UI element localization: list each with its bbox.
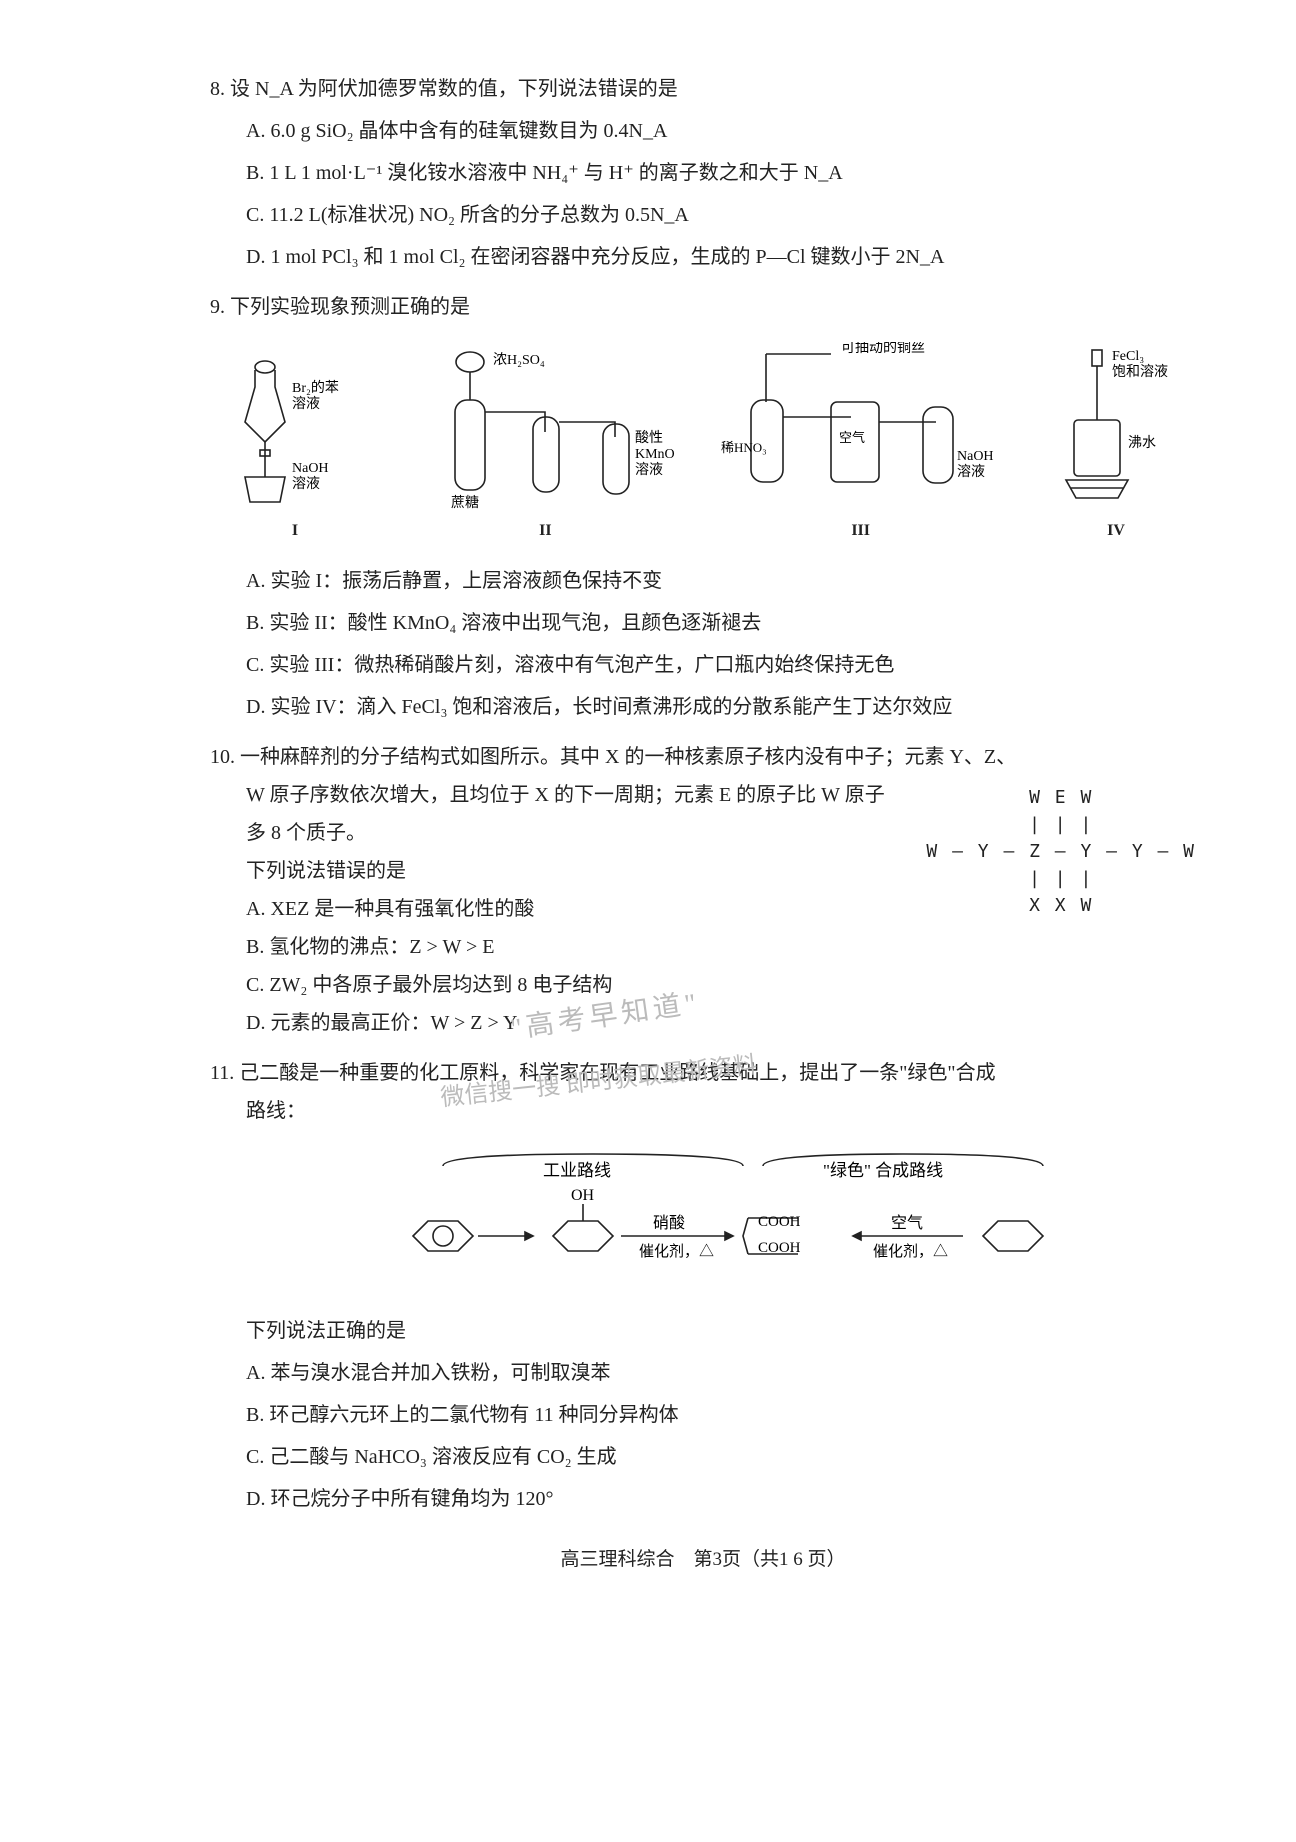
page-footer: 高三理科综合 第3页（共1 6 页）: [210, 1542, 1196, 1578]
q10-opt-b: B. 氢化物的沸点：Z > W > E: [246, 928, 1196, 966]
lbl: FeCl₃: [1112, 349, 1144, 364]
q11-stem1: 11. 己二酸是一种重要的化工原料，科学家在现有工业路线基础上，提出了一条"绿色…: [210, 1054, 1196, 1092]
question-9: 9. 下列实验现象预测正确的是 Br₂的苯 溶液 NaOH 溶液 I: [210, 288, 1196, 726]
bottles-icon: 可抽动的铜丝 稀HNO₃ 空气 NaOH 溶液: [721, 342, 1001, 512]
diagram-3: 可抽动的铜丝 稀HNO₃ 空气 NaOH 溶液 III: [721, 342, 1001, 546]
struct-l3: W — Y — Z — Y — Y — W: [926, 838, 1196, 865]
lbl: 蔗糖: [451, 495, 479, 511]
lbl: 溶液: [635, 462, 663, 478]
lbl: 溶液: [957, 464, 985, 480]
lbl: 溶液: [292, 476, 320, 492]
q9-opt-a: A. 实验 I：振荡后静置，上层溶液颜色保持不变: [210, 562, 1196, 600]
dia3-roman: III: [851, 516, 870, 546]
lbl: 催化剂，△: [639, 1243, 714, 1260]
q9-opt-d: D. 实验 IV：滴入 FeCl₃ 饱和溶液后，长时间煮沸形成的分散系能产生丁达…: [210, 688, 1196, 726]
dia1-roman: I: [292, 516, 298, 546]
lbl: 浓H₂SO₄: [493, 352, 545, 368]
sep-funnel-icon: Br₂的苯 溶液 NaOH 溶液: [220, 342, 370, 512]
lbl: 可抽动的铜丝: [841, 342, 925, 356]
lbl: KMnO₄: [635, 447, 675, 462]
q11-opt-c: C. 己二酸与 NaHCO₃ 溶液反应有 CO₂ 生成: [210, 1438, 1196, 1476]
q8-opt-c: C. 11.2 L(标准状况) NO₂ 所含的分子总数为 0.5N_A: [210, 196, 1196, 234]
q11-stem3: 下列说法正确的是: [210, 1312, 1196, 1350]
diagram-2: 浓H₂SO₄ 蔗糖 酸性 KMnO₄ 溶液 II: [415, 342, 675, 546]
q11-opt-b: B. 环己醇六元环上的二氯代物有 11 种同分异构体: [210, 1396, 1196, 1434]
lbl: 催化剂，△: [873, 1243, 948, 1260]
lbl: OH: [571, 1187, 595, 1204]
lbl: 稀HNO₃: [721, 440, 767, 455]
lbl: NaOH: [957, 449, 994, 464]
lbl: 空气: [891, 1214, 923, 1232]
lbl: COOH: [758, 1240, 801, 1256]
tubes-icon: 浓H₂SO₄ 蔗糖 酸性 KMnO₄ 溶液: [415, 342, 675, 512]
lbl: Br₂的苯: [292, 379, 339, 396]
struct-l2: | | |: [926, 811, 1196, 838]
q10-opt-d: D. 元素的最高正价：W > Z > Y: [246, 1004, 1196, 1042]
q9-stem: 9. 下列实验现象预测正确的是: [210, 288, 1196, 326]
q9-diagrams: Br₂的苯 溶液 NaOH 溶液 I 浓H₂SO₄ 蔗糖: [210, 342, 1196, 546]
lbl: 溶液: [292, 396, 320, 412]
lbl: 工业路线: [543, 1161, 611, 1180]
diagram-4: FeCl₃ 饱和溶液 沸水 IV: [1046, 342, 1186, 546]
route-diagram: 工业路线 "绿色" 合成路线 OH 硝酸 催化剂，△ COOH COOH 空气 …: [210, 1146, 1196, 1296]
q10-opt-c: C. ZW₂ 中各原子最外层均达到 8 电子结构: [246, 966, 1196, 1004]
question-11: 11. 己二酸是一种重要的化工原料，科学家在现有工业路线基础上，提出了一条"绿色…: [210, 1054, 1196, 1518]
q9-opt-b: B. 实验 II：酸性 KMnO₄ 溶液中出现气泡，且颜色逐渐褪去: [210, 604, 1196, 642]
dia4-roman: IV: [1107, 516, 1125, 546]
q8-opt-a: A. 6.0 g SiO₂ 晶体中含有的硅氧键数目为 0.4N_A: [210, 112, 1196, 150]
lbl: 饱和溶液: [1112, 364, 1168, 380]
synthesis-route-icon: 工业路线 "绿色" 合成路线 OH 硝酸 催化剂，△ COOH COOH 空气 …: [343, 1146, 1063, 1296]
lbl: 空气: [839, 430, 865, 445]
question-8: 8. 设 N_A 为阿伏加德罗常数的值，下列说法错误的是 A. 6.0 g Si…: [210, 70, 1196, 276]
lbl: "绿色" 合成路线: [823, 1161, 943, 1180]
q11-opt-a: A. 苯与溴水混合并加入铁粉，可制取溴苯: [210, 1354, 1196, 1392]
structure-diagram: W E W | | | W — Y — Z — Y — Y — W | | | …: [926, 784, 1196, 919]
struct-l5: X X W: [926, 892, 1196, 919]
q8-opt-d: D. 1 mol PCl₃ 和 1 mol Cl₂ 在密闭容器中充分反应，生成的…: [210, 238, 1196, 276]
q8-opt-b: B. 1 L 1 mol·L⁻¹ 溴化铵水溶液中 NH₄⁺ 与 H⁺ 的离子数之…: [210, 154, 1196, 192]
struct-l4: | | |: [926, 865, 1196, 892]
lbl: 硝酸: [653, 1214, 685, 1232]
struct-l1: W E W: [926, 784, 1196, 811]
q11-stem2: 路线：: [210, 1092, 1196, 1130]
diagram-1: Br₂的苯 溶液 NaOH 溶液 I: [220, 342, 370, 546]
beaker-icon: FeCl₃ 饱和溶液 沸水: [1046, 342, 1186, 512]
q11-opt-d: D. 环己烷分子中所有键角均为 120°: [210, 1480, 1196, 1518]
lbl: 沸水: [1128, 435, 1156, 451]
q9-opt-c: C. 实验 III：微热稀硝酸片刻，溶液中有气泡产生，广口瓶内始终保持无色: [210, 646, 1196, 684]
lbl: NaOH: [292, 461, 329, 476]
q8-stem: 8. 设 N_A 为阿伏加德罗常数的值，下列说法错误的是: [210, 70, 1196, 108]
q10-stem1: 10. 一种麻醉剂的分子结构式如图所示。其中 X 的一种核素原子核内没有中子；元…: [210, 738, 1196, 776]
question-10: 10. 一种麻醉剂的分子结构式如图所示。其中 X 的一种核素原子核内没有中子；元…: [210, 738, 1196, 1042]
lbl: 酸性: [635, 430, 663, 446]
dia2-roman: II: [539, 516, 551, 546]
lbl: COOH: [758, 1214, 801, 1230]
